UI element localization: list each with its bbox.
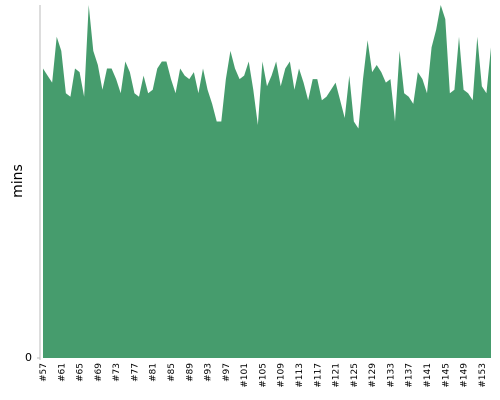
y-tick-label: 0	[25, 351, 32, 364]
x-tick-label: #77	[130, 363, 140, 382]
x-tick-label: #117	[313, 363, 323, 388]
x-tick-label: #145	[441, 363, 451, 388]
area	[43, 5, 491, 358]
x-tick-label: #85	[167, 363, 177, 382]
x-tick-label: #153	[478, 363, 488, 388]
x-tick-label: #93	[204, 363, 214, 382]
x-tick-label: #81	[149, 363, 159, 382]
x-tick-label: #109	[277, 363, 287, 388]
x-tick-label: #149	[460, 363, 470, 388]
x-tick-label: #97	[222, 363, 232, 382]
x-tick-label: #61	[57, 363, 67, 382]
x-tick-label: #125	[350, 363, 360, 388]
x-tick-label: #65	[76, 363, 86, 382]
x-tick-label: #105	[258, 363, 268, 388]
x-tick-label: #141	[423, 363, 433, 388]
x-tick-label: #113	[295, 363, 305, 388]
x-tick-label: #101	[240, 363, 250, 388]
x-tick-label: #69	[94, 363, 104, 382]
x-tick-label: #129	[368, 363, 378, 388]
y-axis-label: mins	[10, 164, 26, 198]
x-tick-label: #89	[185, 363, 195, 382]
x-tick-label: #121	[332, 363, 342, 388]
x-tick-label: #57	[39, 363, 49, 382]
x-tick-label: #137	[405, 363, 415, 388]
x-tick-label: #73	[112, 363, 122, 382]
x-tick-label: #133	[386, 363, 396, 388]
